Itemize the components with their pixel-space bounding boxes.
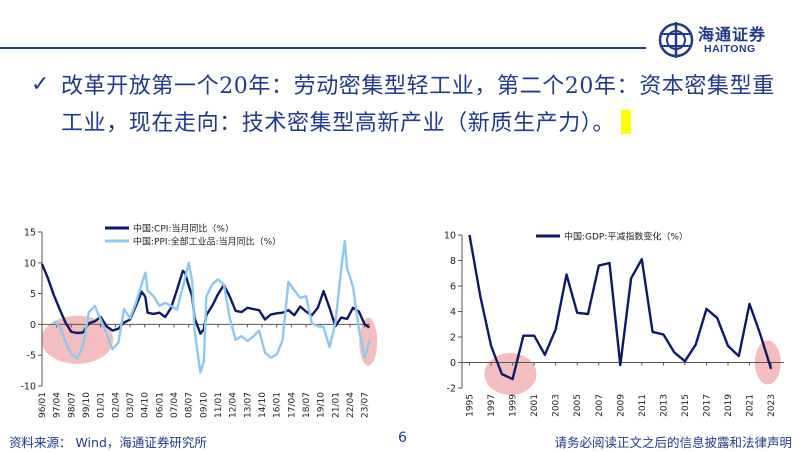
series-line-1	[468, 234, 773, 381]
x-tick-label: 09/10	[199, 392, 209, 418]
x-tick-label: 1997	[487, 394, 497, 417]
brand-mark-icon	[658, 22, 694, 58]
x-tick-label: 17/04	[287, 392, 297, 418]
x-tick-label: 18/07	[302, 392, 312, 418]
x-tick-label: 1995	[466, 394, 476, 417]
page-number: 6	[398, 430, 407, 446]
headline: 改革开放第一个20年：劳动密集型轻工业，第二个20年：资本密集型重工业，现在走向…	[61, 68, 787, 142]
brand-name-cn: 海通证券	[698, 25, 767, 44]
x-tick-label: 22/04	[346, 392, 356, 418]
x-tick-label: 2019	[724, 394, 734, 417]
x-tick-label: 04/10	[141, 392, 151, 418]
series-line-1	[40, 263, 371, 335]
x-tick-label: 2015	[681, 394, 691, 417]
x-tick-label: 13/07	[243, 392, 253, 418]
y-tick-label: 5	[30, 289, 36, 300]
y-tick-label: 0	[450, 358, 456, 369]
y-tick-label: 6	[450, 282, 456, 293]
y-tick-label: 0	[30, 320, 36, 331]
x-tick-label: 16/01	[273, 392, 283, 418]
y-tick-label: -10	[20, 382, 36, 393]
x-tick-label: 2023	[767, 394, 777, 417]
y-tick-label: -5	[27, 351, 36, 362]
brand-name-en: HAITONG	[704, 43, 756, 55]
footer-disclaimer: 请务必阅读正文之后的信息披露和法律声明	[554, 435, 792, 450]
legend-label: 中国:CPI:当月同比（%）	[133, 223, 234, 235]
x-tick-label: 99/10	[82, 392, 92, 418]
legend-label: 中国:PPI:全部工业品:当月同比（%）	[133, 236, 281, 248]
x-tick-label: 2007	[595, 394, 605, 417]
x-tick-label: 2013	[659, 394, 669, 417]
x-tick-label: 96/01	[38, 392, 48, 418]
x-tick-label: 01/01	[97, 392, 107, 418]
x-tick-label: 97/04	[53, 392, 63, 418]
x-tick-label: 14/10	[258, 392, 268, 418]
x-tick-label: 19/10	[317, 392, 327, 418]
x-tick-label: 1999	[509, 394, 519, 417]
x-tick-label: 03/07	[126, 392, 136, 418]
y-tick-label: 2	[450, 333, 456, 344]
checkmark-icon: ✓	[31, 72, 50, 97]
y-tick-label: 10	[24, 258, 36, 269]
x-tick-label: 12/04	[229, 392, 239, 418]
x-tick-label: 02/04	[111, 392, 121, 418]
highlight-marker	[621, 110, 632, 134]
x-tick-label: 2009	[616, 394, 626, 417]
brand-logo: 海通证券 HAITONG	[656, 20, 796, 60]
cpi-ppi-chart: -10 -5 0 5 10 15 96/01 97/04 98/07 99/10 01/01 02/0…	[20, 223, 378, 418]
x-tick-label: 21/01	[331, 392, 341, 418]
x-tick-label: 08/07	[185, 392, 195, 418]
x-tick-label: 2021	[746, 394, 756, 417]
x-tick-label: 07/04	[170, 392, 180, 418]
gdp-deflator-chart: -2 0 2 4 6 8 10 1995 1997 1999 2001 2003 2005 2007 200…	[444, 231, 784, 417]
headline-text: 改革开放第一个20年：劳动密集型轻工业，第二个20年：资本密集型重工业，现在走向…	[61, 74, 775, 136]
x-tick-label: 06/01	[155, 392, 165, 418]
y-tick-label: 15	[24, 228, 36, 239]
x-tick-label: 2005	[573, 394, 583, 417]
x-tick-label: 23/07	[361, 392, 371, 418]
y-tick-label: 8	[450, 256, 456, 267]
header-divider	[0, 47, 646, 49]
x-tick-label: 2003	[552, 394, 562, 417]
x-tick-label: 98/07	[67, 392, 77, 418]
series-line-2	[52, 240, 371, 374]
y-tick-label: 10	[444, 231, 456, 242]
x-tick-label: 2017	[702, 394, 712, 417]
y-tick-label: -2	[447, 384, 456, 395]
x-tick-label: 11/01	[214, 392, 224, 418]
footer-source: 资料来源： Wind，海通证券研究所	[9, 435, 207, 450]
x-tick-label: 2011	[638, 394, 648, 417]
y-tick-label: 4	[450, 307, 456, 318]
x-tick-label: 2001	[530, 394, 540, 417]
legend-label: 中国:GDP:平减指数变化（%）	[564, 231, 688, 243]
highlight-ellipse	[484, 352, 537, 395]
